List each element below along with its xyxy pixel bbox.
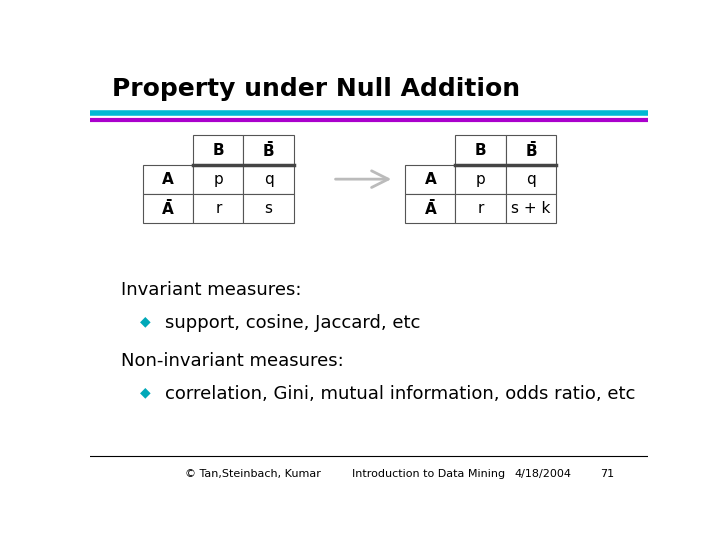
Text: r: r: [477, 201, 484, 216]
Text: Introduction to Data Mining: Introduction to Data Mining: [352, 469, 505, 478]
Bar: [143, 194, 193, 223]
Text: ◆: ◆: [140, 385, 151, 399]
Bar: [193, 165, 243, 194]
Text: B: B: [212, 143, 224, 158]
Bar: [456, 194, 505, 223]
Text: s + k: s + k: [511, 201, 551, 216]
Bar: [505, 136, 556, 165]
Text: ◆: ◆: [140, 314, 151, 328]
Text: p: p: [476, 172, 485, 187]
Text: Non-invariant measures:: Non-invariant measures:: [121, 352, 343, 370]
Text: $\mathbf{\bar{A}}$: $\mathbf{\bar{A}}$: [423, 198, 437, 218]
Bar: [193, 194, 243, 223]
Text: 71: 71: [600, 469, 615, 478]
Bar: [505, 194, 556, 223]
Text: Invariant measures:: Invariant measures:: [121, 281, 301, 299]
Text: $\mathbf{\bar{A}}$: $\mathbf{\bar{A}}$: [161, 198, 175, 218]
Bar: [456, 165, 505, 194]
Text: A: A: [162, 172, 174, 187]
Text: $\mathbf{\bar{B}}$: $\mathbf{\bar{B}}$: [525, 140, 537, 160]
Bar: [405, 165, 456, 194]
Text: q: q: [526, 172, 536, 187]
Bar: [243, 165, 294, 194]
Text: s: s: [264, 201, 273, 216]
Text: © Tan,Steinbach, Kumar: © Tan,Steinbach, Kumar: [185, 469, 320, 478]
Bar: [143, 165, 193, 194]
Bar: [505, 165, 556, 194]
Text: Property under Null Addition: Property under Null Addition: [112, 77, 521, 102]
Bar: [243, 136, 294, 165]
Bar: [405, 194, 456, 223]
Text: 4/18/2004: 4/18/2004: [514, 469, 571, 478]
Bar: [243, 194, 294, 223]
Bar: [193, 136, 243, 165]
Text: support, cosine, Jaccard, etc: support, cosine, Jaccard, etc: [166, 314, 420, 332]
Text: q: q: [264, 172, 274, 187]
Text: correlation, Gini, mutual information, odds ratio, etc: correlation, Gini, mutual information, o…: [166, 385, 636, 403]
Bar: [456, 136, 505, 165]
Text: A: A: [425, 172, 436, 187]
Text: B: B: [474, 143, 487, 158]
Text: p: p: [213, 172, 223, 187]
Text: $\mathbf{\bar{B}}$: $\mathbf{\bar{B}}$: [262, 140, 275, 160]
Text: r: r: [215, 201, 222, 216]
